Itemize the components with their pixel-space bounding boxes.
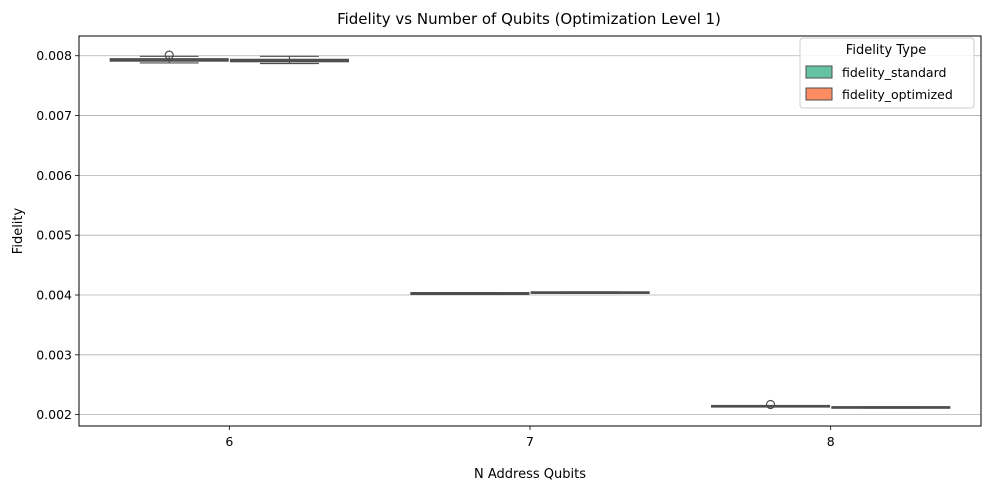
box-fidelity_optimized-7 <box>530 291 650 294</box>
legend-box <box>799 37 975 109</box>
y-tick-label: 0.007 <box>36 108 72 123</box>
box-plots <box>109 50 951 410</box>
x-tick-label: 6 <box>225 434 233 449</box>
axes: 0.002 0.003 0.004 0.005 0.006 0.007 0.008 6 7 8 <box>36 48 834 449</box>
chart-title: Fidelity vs Number of Qubits (Optimizati… <box>337 10 721 28</box>
legend-label: fidelity_optimized <box>842 87 953 102</box>
legend: Fidelity Type fidelity_standard fidelity_… <box>799 37 975 109</box>
y-tick-label: 0.003 <box>36 347 72 362</box>
x-tick-label: 8 <box>827 434 835 449</box>
y-tick-label: 0.008 <box>36 48 72 63</box>
box-fidelity_standard-7 <box>410 292 530 296</box>
y-axis-label: Fidelity <box>11 207 26 254</box>
y-tick-label: 0.005 <box>36 228 72 243</box>
x-tick-label: 7 <box>526 434 534 449</box>
box-fidelity_optimized-6 <box>229 55 349 65</box>
legend-swatch-fidelity_optimized <box>805 87 833 101</box>
box-fidelity_optimized-8 <box>831 406 951 409</box>
outlier-point <box>765 399 776 410</box>
legend-title: Fidelity Type <box>846 43 926 58</box>
legend-swatch-fidelity_standard <box>805 65 833 79</box>
outlier-point <box>164 50 174 60</box>
box-fidelity_standard-6 <box>109 50 229 64</box>
box-fidelity_standard-8 <box>711 399 831 410</box>
x-axis-label: N Address Qubits <box>474 467 586 482</box>
y-tick-label: 0.006 <box>36 168 72 183</box>
legend-label: fidelity_standard <box>842 65 946 80</box>
y-tick-label: 0.004 <box>36 288 72 303</box>
y-tick-label: 0.002 <box>36 407 72 422</box>
